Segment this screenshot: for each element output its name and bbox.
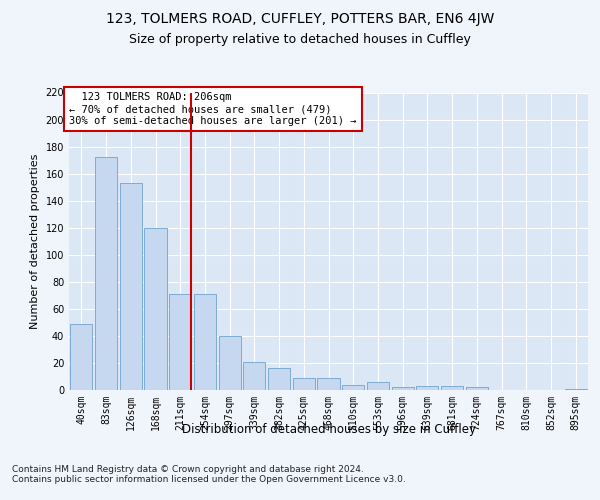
Bar <box>565 388 587 390</box>
Bar <box>293 378 315 390</box>
Text: 123 TOLMERS ROAD: 206sqm
← 70% of detached houses are smaller (479)
30% of semi-: 123 TOLMERS ROAD: 206sqm ← 70% of detach… <box>69 92 356 126</box>
Bar <box>317 378 340 390</box>
Bar <box>95 158 117 390</box>
Bar <box>268 368 290 390</box>
Bar <box>342 384 364 390</box>
Bar <box>169 294 191 390</box>
Bar <box>441 386 463 390</box>
Bar <box>70 324 92 390</box>
Text: 123, TOLMERS ROAD, CUFFLEY, POTTERS BAR, EN6 4JW: 123, TOLMERS ROAD, CUFFLEY, POTTERS BAR,… <box>106 12 494 26</box>
Text: Distribution of detached houses by size in Cuffley: Distribution of detached houses by size … <box>182 422 476 436</box>
Bar <box>392 388 414 390</box>
Bar <box>218 336 241 390</box>
Bar <box>119 183 142 390</box>
Text: Contains HM Land Registry data © Crown copyright and database right 2024.
Contai: Contains HM Land Registry data © Crown c… <box>12 465 406 484</box>
Bar <box>466 388 488 390</box>
Text: Size of property relative to detached houses in Cuffley: Size of property relative to detached ho… <box>129 32 471 46</box>
Bar <box>145 228 167 390</box>
Bar <box>416 386 439 390</box>
Bar <box>194 294 216 390</box>
Y-axis label: Number of detached properties: Number of detached properties <box>30 154 40 329</box>
Bar <box>367 382 389 390</box>
Bar <box>243 362 265 390</box>
